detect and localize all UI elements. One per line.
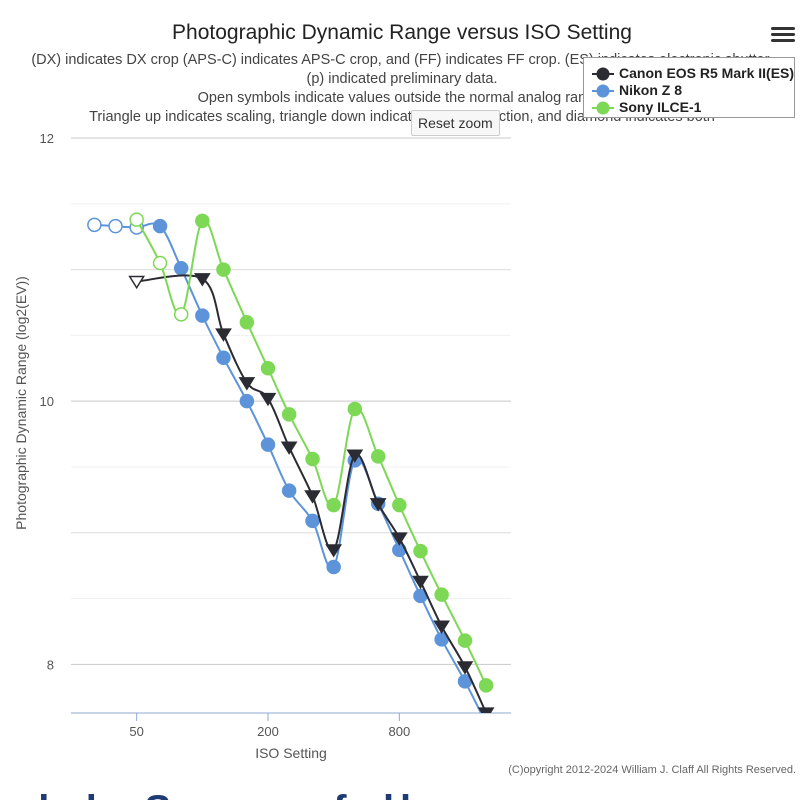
data-point[interactable] (281, 407, 297, 422)
context-menu-button[interactable] (771, 24, 795, 46)
data-point[interactable] (478, 678, 494, 693)
x-tick-label: 50 (129, 724, 143, 739)
credits[interactable]: (C)opyright 2012-2024 William J. Claff A… (508, 764, 796, 776)
reset-zoom-button[interactable]: Reset zoom (411, 110, 500, 136)
data-point[interactable] (215, 328, 232, 342)
y-axis-title: Photographic Dynamic Range (log2(EV)) (13, 276, 29, 530)
data-point[interactable] (152, 218, 168, 234)
x-tick-labels: 50 200 800 (129, 713, 410, 739)
menu-icon-bar (771, 39, 795, 42)
data-point[interactable] (239, 314, 255, 330)
data-point[interactable] (195, 213, 210, 229)
chart-title: Photographic Dynamic Range versus ISO Se… (172, 21, 632, 44)
chart-subtitle-line-2: (p) indicated preliminary data. (306, 71, 497, 87)
legend-symbol-sony (592, 101, 614, 115)
page-heading-fragment: alphaSource full scene (0, 788, 804, 800)
data-point[interactable] (260, 437, 276, 452)
data-point[interactable] (412, 575, 429, 590)
data-point[interactable] (193, 273, 211, 287)
page-heading-text: alphaSource full scene (10, 790, 578, 800)
data-point[interactable] (370, 449, 386, 464)
data-point[interactable] (392, 497, 407, 513)
series-nikon-z-8[interactable] (87, 217, 493, 730)
data-point[interactable] (216, 350, 231, 365)
legend-label: Sony ILCE-1 (619, 99, 702, 115)
data-point[interactable] (195, 308, 210, 323)
series-line (94, 222, 483, 713)
data-point[interactable] (87, 217, 102, 233)
data-point[interactable] (216, 262, 231, 277)
data-point[interactable] (305, 513, 320, 529)
y-tick-label: 10 (40, 394, 54, 409)
data-point[interactable] (346, 449, 364, 463)
data-point[interactable] (173, 261, 189, 276)
data-point[interactable] (108, 218, 123, 234)
data-point[interactable] (128, 275, 146, 290)
data-point[interactable] (238, 377, 256, 391)
series-canon-eos-r5-mark-ii-es-[interactable] (128, 273, 495, 719)
data-point[interactable] (129, 212, 144, 227)
plot-area[interactable] (87, 212, 495, 730)
data-point[interactable] (280, 441, 298, 455)
y-tick-label: 8 (47, 657, 54, 672)
legend-label: Canon EOS R5 Mark II(ES) (619, 65, 795, 81)
data-point[interactable] (260, 361, 276, 376)
legend-symbol-canon (592, 67, 614, 81)
legend: Canon EOS R5 Mark II(ES) Nikon Z 8 Sony … (583, 57, 795, 118)
data-point[interactable] (390, 532, 408, 546)
data-point[interactable] (457, 633, 473, 648)
data-point[interactable] (152, 255, 168, 271)
data-point[interactable] (477, 707, 495, 719)
data-point[interactable] (456, 661, 474, 675)
chart-subtitle-line-3: Open symbols indicate values outside the… (198, 90, 607, 106)
data-point[interactable] (281, 483, 297, 498)
data-point[interactable] (326, 497, 341, 513)
data-point[interactable] (305, 451, 320, 467)
x-axis-title: ISO Setting (255, 745, 327, 761)
y-tick-label: 12 (40, 131, 54, 146)
menu-icon-bar (771, 33, 795, 36)
x-tick-label: 200 (257, 724, 279, 739)
data-point[interactable] (480, 717, 493, 730)
data-point[interactable] (413, 543, 428, 559)
data-point[interactable] (369, 498, 387, 512)
data-point[interactable] (347, 401, 363, 417)
data-point[interactable] (325, 544, 343, 558)
data-point[interactable] (433, 620, 450, 634)
data-point[interactable] (326, 559, 341, 575)
data-point[interactable] (239, 393, 255, 409)
data-point[interactable] (259, 392, 277, 407)
x-tick-label: 800 (388, 724, 410, 739)
legend-label: Nikon Z 8 (619, 82, 683, 98)
series-sony-ilce-1[interactable] (129, 212, 494, 693)
data-point[interactable] (434, 587, 449, 602)
y-tick-labels: 8 10 12 (40, 131, 54, 672)
legend-symbol-nikon (592, 84, 614, 98)
data-point[interactable] (304, 490, 321, 504)
data-point[interactable] (173, 307, 189, 322)
chart-subtitle-line-4: Triangle up indicates scaling, triangle … (89, 109, 715, 125)
menu-icon-bar (771, 27, 795, 30)
